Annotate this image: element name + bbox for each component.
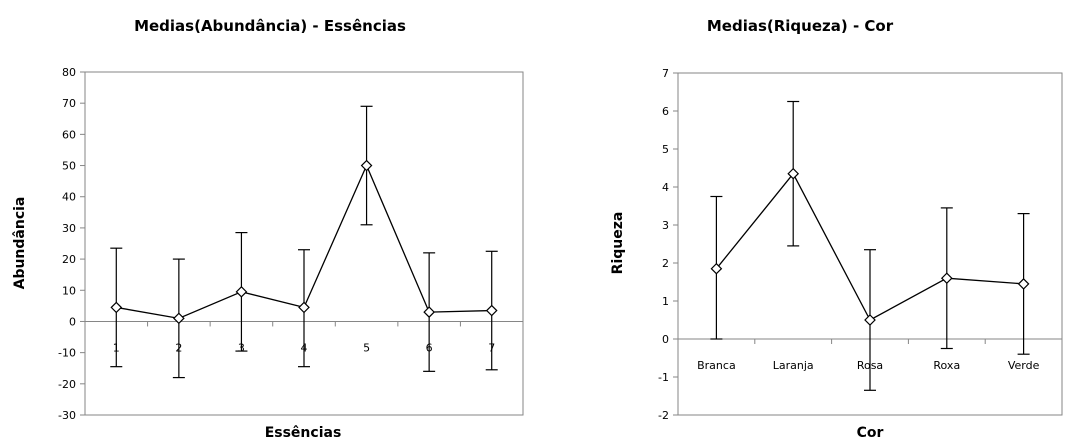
data-point — [423, 306, 435, 318]
data-point — [360, 159, 373, 172]
x-tick-label: 2 — [175, 341, 182, 354]
y-tick-label: 4 — [662, 181, 669, 194]
y-tick-label: 60 — [62, 128, 76, 141]
y-tick-label: 30 — [62, 222, 76, 235]
plot-area — [677, 72, 1063, 416]
y-tick-label: -20 — [58, 378, 76, 391]
y-tick-label: 1 — [662, 295, 669, 308]
y-tick-label: 5 — [662, 143, 669, 156]
chart-title: Medias(Abundância) - Essências — [134, 17, 406, 35]
x-tick-label: 3 — [238, 341, 245, 354]
x-tick-label: Rosa — [857, 359, 883, 372]
plot-area — [84, 71, 524, 416]
richness-chart: Medias(Riqueza) - Cor -2 -1 0 1 2 3 4 5 6 7 Branca L… — [580, 0, 1067, 441]
x-tick-label: 6 — [426, 341, 433, 354]
data-point — [940, 272, 953, 285]
y-tick-label: 3 — [662, 219, 669, 232]
y-tick-label: 20 — [62, 253, 76, 266]
y-tick-label: -10 — [58, 347, 76, 360]
abundance-chart: Medias(Abundância) - Essências -30 -20 -10 0… — [12, 17, 524, 441]
data-point — [110, 301, 123, 314]
data-point — [485, 304, 498, 317]
data-point — [298, 301, 310, 314]
y-tick-label: 7 — [662, 67, 669, 80]
y-tick-label: -2 — [658, 409, 669, 422]
data-point — [864, 314, 876, 326]
y-axis-title: Abundância — [12, 197, 28, 290]
x-tick-label: 4 — [301, 341, 308, 354]
x-tick-label: Branca — [697, 359, 736, 372]
y-tick-label: 0 — [662, 333, 669, 346]
data-point — [235, 285, 248, 298]
chart-title: Medias(Riqueza) - Cor — [707, 17, 894, 35]
y-tick-label: 40 — [62, 191, 76, 204]
x-tick-label: 1 — [113, 341, 120, 354]
y-tick-label: 6 — [662, 105, 669, 118]
data-point — [1017, 278, 1030, 290]
y-tick-label: -30 — [58, 409, 76, 422]
y-tick-label: -1 — [658, 371, 669, 384]
x-tick-label: 5 — [363, 341, 370, 354]
y-axis-title: Riqueza — [610, 212, 626, 275]
x-tick-label: Laranja — [773, 359, 814, 372]
x-tick-label: 7 — [488, 341, 495, 354]
x-axis-title: Cor — [857, 425, 884, 441]
data-point — [173, 312, 185, 325]
y-tick-label: 50 — [62, 160, 76, 173]
y-tick-label: 70 — [62, 97, 76, 110]
x-tick-label: Roxa — [933, 359, 960, 372]
y-tick-label: 10 — [62, 284, 76, 297]
x-tick-label: Verde — [1008, 359, 1040, 372]
chart-svg: Medias(Riqueza) - Cor -2 -1 0 1 2 3 4 5 6 7 Branca L… — [610, 17, 1063, 441]
x-axis-title: Essências — [265, 425, 342, 441]
chart-svg: Medias(Abundância) - Essências -30 -20 -10 0… — [12, 17, 524, 441]
y-tick-label: 0 — [69, 315, 76, 328]
data-point — [787, 167, 800, 180]
y-tick-label: 2 — [662, 257, 669, 270]
y-tick-label: 80 — [62, 66, 76, 79]
data-point — [710, 262, 723, 275]
